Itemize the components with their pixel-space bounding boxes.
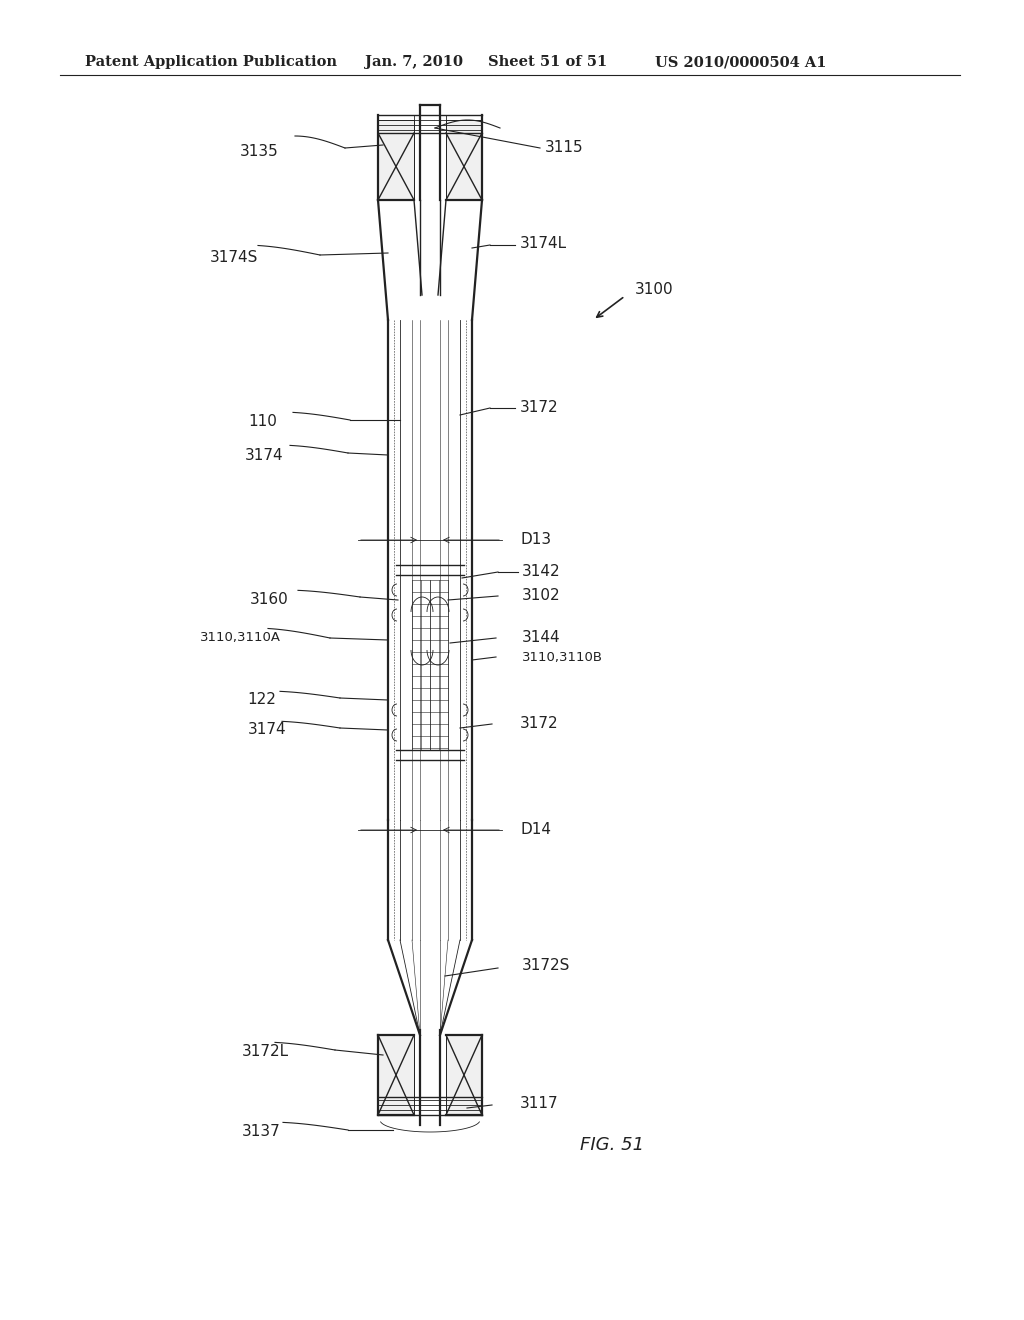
Text: 3102: 3102 <box>522 589 560 603</box>
Bar <box>446 120 482 201</box>
Text: 3110,3110B: 3110,3110B <box>522 651 603 664</box>
Text: 3174L: 3174L <box>520 236 567 252</box>
Text: US 2010/0000504 A1: US 2010/0000504 A1 <box>655 55 826 69</box>
Text: 122: 122 <box>247 693 275 708</box>
Text: Sheet 51 of 51: Sheet 51 of 51 <box>488 55 607 69</box>
Text: 3117: 3117 <box>520 1097 559 1111</box>
Text: 3174: 3174 <box>245 447 284 462</box>
Bar <box>378 120 414 201</box>
Bar <box>378 1035 414 1115</box>
Text: 3100: 3100 <box>635 282 674 297</box>
Text: 3172: 3172 <box>520 717 559 731</box>
Text: 3172: 3172 <box>520 400 559 416</box>
Text: 3174S: 3174S <box>210 251 258 265</box>
Text: 3110,3110A: 3110,3110A <box>200 631 281 644</box>
Text: 110: 110 <box>248 414 276 429</box>
Text: 3160: 3160 <box>250 593 289 607</box>
Text: 3135: 3135 <box>240 144 279 160</box>
Text: 3172S: 3172S <box>522 957 570 973</box>
Text: D13: D13 <box>520 532 551 548</box>
Text: D14: D14 <box>520 822 551 837</box>
Text: 3115: 3115 <box>545 140 584 156</box>
Bar <box>446 1035 482 1115</box>
Text: 3172L: 3172L <box>242 1044 289 1060</box>
Text: Patent Application Publication: Patent Application Publication <box>85 55 337 69</box>
Text: Jan. 7, 2010: Jan. 7, 2010 <box>365 55 463 69</box>
Text: 3137: 3137 <box>242 1125 281 1139</box>
Text: 3174: 3174 <box>248 722 287 738</box>
Text: 3144: 3144 <box>522 630 560 644</box>
Text: FIG. 51: FIG. 51 <box>580 1137 644 1154</box>
Text: 3142: 3142 <box>522 565 560 579</box>
